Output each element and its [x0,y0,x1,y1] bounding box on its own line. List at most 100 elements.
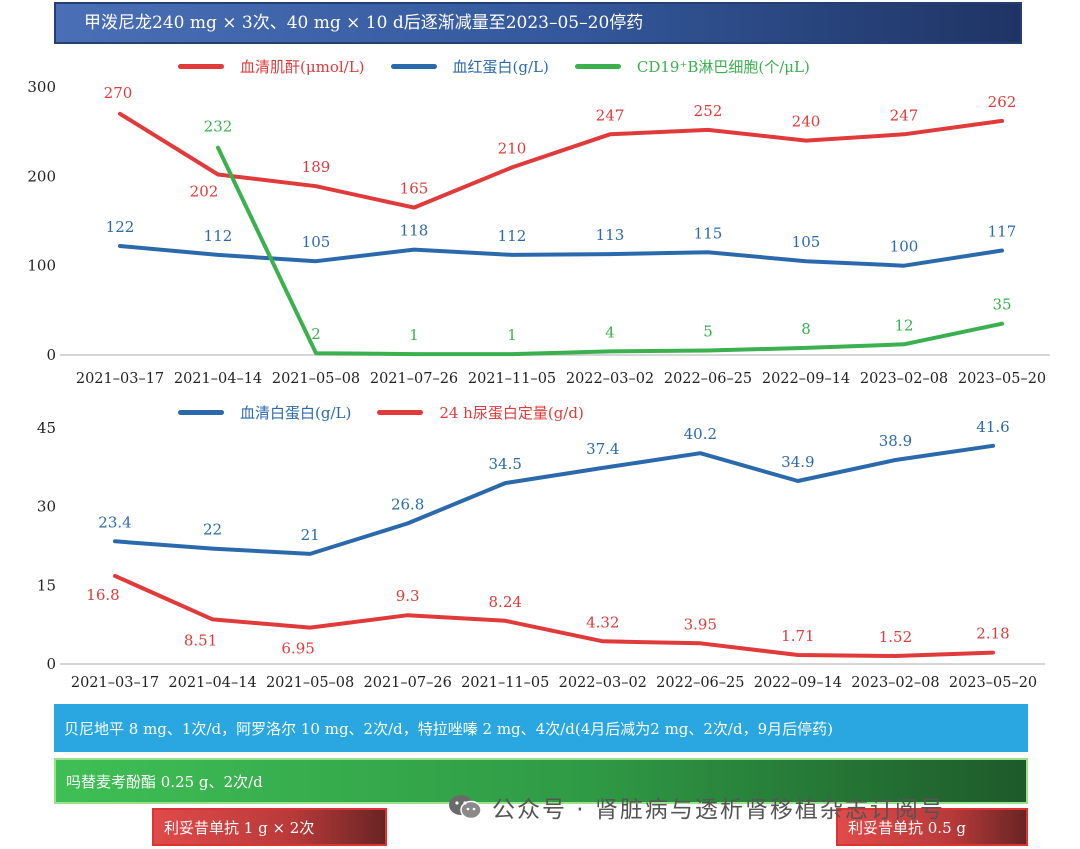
legend-label: 血清白蛋白(g/L) [240,404,352,422]
data-label: 35 [992,296,1011,314]
x-tick-label: 2021–04–14 [174,371,262,387]
y-tick-label: 0 [46,655,56,673]
legend-swatch-blue [390,64,437,69]
data-label: 5 [703,323,713,341]
legend-item-cd19: CD19⁺B淋巴细胞(个/μL) [574,56,810,77]
x-tick-label: 2021–05–08 [266,675,354,691]
legend-label: 血红蛋白(g/L) [452,58,549,76]
x-tick-label: 2021–11–05 [461,675,549,691]
data-label: 6.95 [281,640,314,658]
x-tick-label: 2021–07–26 [364,675,452,691]
data-label: 189 [302,158,331,176]
legend-item-creatinine: 血清肌酐(μmol/L) [178,56,365,77]
data-label: 252 [694,102,723,120]
y-tick-label: 0 [46,346,56,364]
series-line [216,145,1004,357]
data-label: 8.24 [489,593,522,611]
mycophenolate-label: 吗替麦考酚酯 0.25 g、2次/d [66,772,263,791]
data-label: 117 [988,222,1017,240]
data-label: 105 [792,233,821,251]
legend-label: CD19⁺B淋巴细胞(个/μL) [636,58,810,76]
data-label: 34.5 [489,455,522,473]
legend-swatch-red [377,410,424,415]
x-tick-label: 2021–03–17 [71,675,159,691]
x-tick-label: 2023–05–20 [958,371,1046,387]
wechat-icon [449,795,482,820]
legend-swatch-blue [178,410,224,415]
y-tick-label: 15 [37,576,56,594]
y-tick-label: 45 [37,419,56,437]
data-label: 262 [988,93,1017,111]
x-tick-label: 2023–02–08 [851,675,939,691]
steroid-regimen-banner: 甲泼尼龙240 mg × 3次、40 mg × 10 d后逐渐减量至2023–0… [54,2,1022,44]
x-tick-label: 2023–05–20 [949,675,1037,691]
legend-label: 血清肌酐(μmol/L) [240,58,365,76]
data-label: 2 [311,325,321,343]
rituximab-label-2: 利妥昔单抗 0.5 g [848,818,966,837]
x-tick-label: 2021–04–14 [168,675,256,691]
x-tick-label: 2022–06–25 [664,371,752,387]
data-label: 34.9 [781,453,814,471]
data-label: 165 [400,180,429,198]
data-label: 112 [204,227,233,245]
series-line [118,244,1004,268]
data-label: 105 [302,233,331,251]
x-tick-label: 2021–11–05 [468,371,556,387]
x-tick-label: 2021–05–08 [272,371,360,387]
data-label: 8 [801,320,811,338]
data-label: 1.52 [879,628,912,646]
legend-item-hemoglobin: 血红蛋白(g/L) [390,56,549,77]
data-label: 100 [890,238,919,256]
data-label: 9.3 [396,587,420,605]
data-label: 4 [605,323,615,341]
x-tick-label: 2023–02–08 [860,371,948,387]
data-label: 41.6 [976,418,1009,436]
data-label: 202 [190,183,219,201]
data-label: 270 [104,84,133,102]
data-label: 113 [596,226,625,244]
data-label: 8.51 [184,631,217,649]
data-label: 122 [106,218,135,236]
data-label: 240 [792,113,821,131]
data-label: 3.95 [684,615,717,633]
legend-swatch-green [574,64,621,69]
mycophenolate-bar: 吗替麦考酚酯 0.25 g、2次/d [54,758,1028,804]
legend-label: 24 h尿蛋白定量(g/d) [439,404,584,422]
y-tick-label: 100 [27,257,56,275]
legend-bottom: 血清白蛋白(g/L) 24 h尿蛋白定量(g/d) [178,402,610,423]
legend-item-urine-protein: 24 h尿蛋白定量(g/d) [377,402,584,423]
watermark-text: 公众号 · 肾脏病与透析肾移植杂志订阅号 [492,797,945,823]
data-label: 2.18 [976,625,1009,643]
x-tick-label: 2021–07–26 [370,371,458,387]
watermark: 公众号 · 肾脏病与透析肾移植杂志订阅号 [448,790,945,824]
x-tick-label: 2022–09–14 [762,371,850,387]
data-label: 37.4 [586,440,619,458]
series-line [118,111,1004,210]
y-tick-label: 300 [27,78,56,96]
data-label: 16.8 [86,586,119,604]
data-label: 232 [204,118,233,136]
x-tick-label: 2022–09–14 [754,675,842,691]
data-label: 115 [694,224,723,242]
data-label: 1 [409,326,419,344]
legend-swatch-red [178,64,224,69]
x-tick-label: 2021–03–17 [76,371,164,387]
data-label: 12 [894,316,913,334]
data-label: 22 [203,521,222,539]
data-label: 247 [890,106,919,124]
data-label: 1 [507,326,517,344]
series-line [113,573,995,658]
rituximab-label-1: 利妥昔单抗 1 g × 2次 [164,818,315,837]
data-label: 1.71 [781,627,814,645]
data-label: 23.4 [98,513,131,531]
series-line [113,443,995,556]
data-label: 112 [498,227,527,245]
data-label: 247 [596,106,625,124]
x-tick-label: 2022–03–02 [566,371,654,387]
y-tick-label: 200 [27,167,56,185]
legend-item-albumin: 血清白蛋白(g/L) [178,402,351,423]
data-label: 26.8 [391,495,424,513]
data-label: 4.32 [586,613,619,631]
rituximab-bar-1: 利妥昔单抗 1 g × 2次 [152,808,387,846]
